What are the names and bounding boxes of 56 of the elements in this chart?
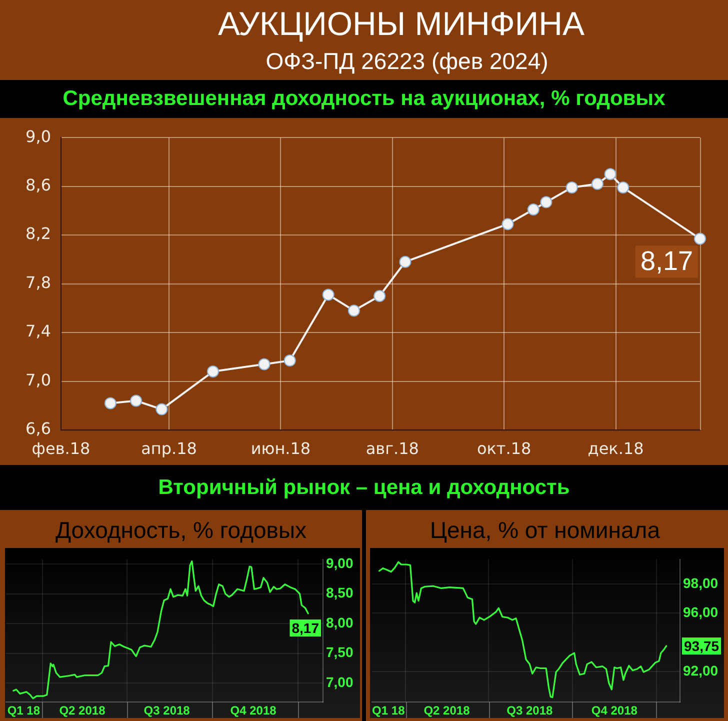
y-tick-label: 7,00 (326, 674, 354, 690)
y-tick-label: 8,00 (326, 614, 354, 630)
x-tick-label: апр.18 (141, 438, 197, 458)
data-label: 8,17 (640, 246, 694, 276)
x-tick-label: Q2 2018 (59, 704, 106, 718)
data-label: 8,17 (292, 620, 320, 636)
y-tick-label: 9,0 (26, 126, 51, 146)
x-tick-label: Q3 2018 (144, 704, 190, 718)
y-tick-label: 9,00 (326, 555, 354, 572)
y-tick-label: 96,00 (683, 604, 718, 620)
point (104, 397, 116, 410)
y-tick-label: 7,0 (26, 370, 51, 390)
point (284, 354, 296, 367)
y-tick-label: 92,00 (683, 662, 718, 678)
point (258, 358, 270, 370)
point (206, 366, 219, 378)
x-tick-label: фев.18 (32, 438, 90, 458)
y-tick-label: 7,8 (26, 272, 51, 292)
x-tick-label: Q2 2018 (424, 704, 470, 718)
x-tick-label: окт.18 (476, 438, 532, 458)
y-tick-label: 98,00 (683, 574, 718, 591)
y-tick-label: 8,50 (326, 584, 354, 601)
point (527, 203, 540, 216)
y-tick-label: 8,6 (26, 175, 51, 194)
x-tick-label: Q3 2018 (506, 704, 553, 718)
point (322, 288, 334, 301)
x-tick-label: Q4 2018 (230, 704, 277, 718)
point (566, 182, 578, 194)
text: Вторичный рынок – цена и доходность (158, 476, 570, 500)
point (540, 196, 552, 208)
y-tick-label: 6,6 (26, 419, 51, 438)
y-tick-label: 7,4 (26, 322, 51, 341)
x-tick-label: авг.18 (366, 438, 419, 458)
point (617, 182, 630, 194)
point (399, 256, 412, 268)
x-tick-label: Q4 2018 (591, 704, 638, 718)
x-tick-label: Q1 18 (7, 704, 40, 718)
y-tick-label: 7,50 (326, 644, 354, 660)
chart-title: Цена, % от номинала (430, 517, 660, 544)
text: Средневзвешенная доходность на аукционах, % годовых (62, 87, 666, 111)
chart-title: АУКЦИОНЫ МИНФИНА (218, 5, 584, 43)
point (694, 232, 706, 245)
point (604, 168, 616, 180)
chart-subtitle: ОФЗ-ПД 26223 (фев 2024) (266, 48, 548, 75)
y-tick-label: 8,2 (26, 224, 51, 244)
point (348, 304, 360, 317)
point (502, 218, 514, 230)
x-tick-label: дек.18 (588, 438, 644, 458)
x-tick-label: июн.18 (250, 438, 311, 458)
point (130, 394, 142, 407)
x-tick-label: Q1 18 (372, 704, 406, 718)
point (374, 290, 386, 302)
point (156, 403, 168, 416)
chart-title: Доходность, % годовых (55, 517, 307, 544)
point (591, 178, 604, 190)
data-label: 93,75 (684, 638, 720, 654)
